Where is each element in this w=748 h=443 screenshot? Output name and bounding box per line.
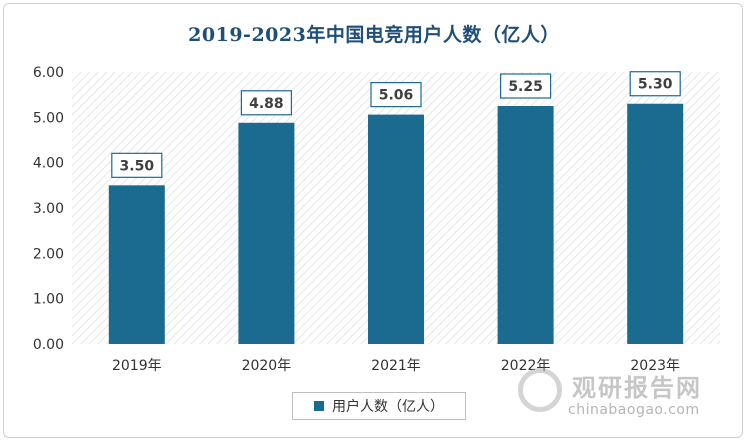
x-tick-label: 2023年 xyxy=(630,358,680,374)
bar xyxy=(497,106,554,344)
data-label: 3.50 xyxy=(120,158,155,174)
data-label-box xyxy=(629,71,681,97)
y-tick-label: 1.00 xyxy=(33,292,64,308)
x-tick-label: 2019年 xyxy=(112,358,162,374)
legend-swatch xyxy=(314,401,324,411)
y-tick-label: 5.00 xyxy=(33,110,64,126)
y-tick-label: 2.00 xyxy=(33,246,64,262)
x-tick-label: 2020年 xyxy=(242,358,292,374)
bar xyxy=(368,114,424,344)
y-tick-label: 0.00 xyxy=(33,337,64,353)
data-label: 4.88 xyxy=(249,96,284,112)
y-tick-label: 3.00 xyxy=(33,201,64,217)
watermark-logo-icon xyxy=(518,368,562,412)
data-label: 5.30 xyxy=(638,77,673,93)
chart-title: 2019-2023年中国电竞用户人数（亿人） xyxy=(188,24,560,46)
y-tick-label: 4.00 xyxy=(33,156,64,172)
data-label: 5.06 xyxy=(379,88,414,104)
watermark-text-cn: 观研报告网 xyxy=(572,374,702,402)
data-label-box xyxy=(500,73,552,99)
watermark-text-en: chinabaogao.com xyxy=(568,402,700,418)
bar xyxy=(238,122,295,344)
data-label-box xyxy=(370,82,422,108)
y-tick-label: 6.00 xyxy=(33,65,64,81)
legend-label: 用户人数（亿人） xyxy=(332,399,444,415)
bar xyxy=(108,185,165,344)
x-tick-label: 2021年 xyxy=(371,358,421,374)
data-label-box xyxy=(240,90,292,116)
bar xyxy=(627,103,684,344)
data-label: 5.25 xyxy=(508,79,543,95)
watermark: 观研报告网 chinabaogao.com xyxy=(518,368,748,438)
data-label-box xyxy=(111,152,163,178)
legend: 用户人数（亿人） xyxy=(292,392,466,420)
